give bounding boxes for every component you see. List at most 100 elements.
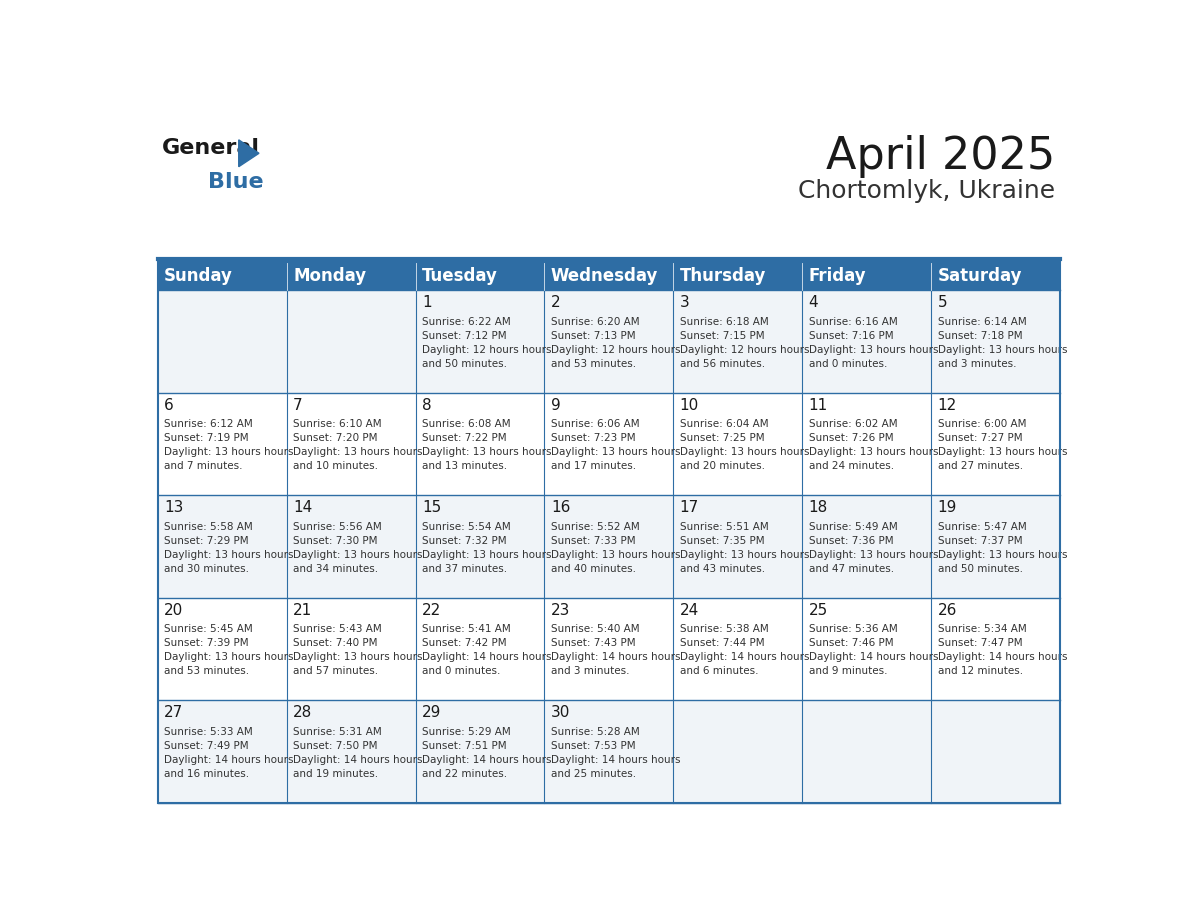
Text: Sunset: 7:18 PM: Sunset: 7:18 PM [937,330,1022,341]
Text: Sunrise: 6:16 AM: Sunrise: 6:16 AM [809,317,897,327]
FancyBboxPatch shape [544,598,674,700]
FancyBboxPatch shape [416,700,544,803]
FancyBboxPatch shape [286,700,416,803]
Text: Daylight: 14 hours hours: Daylight: 14 hours hours [809,653,939,662]
FancyBboxPatch shape [931,700,1060,803]
FancyBboxPatch shape [416,263,544,290]
Text: Daylight: 13 hours hours: Daylight: 13 hours hours [293,550,423,560]
Text: Sunrise: 5:54 AM: Sunrise: 5:54 AM [422,521,511,532]
Text: and 53 minutes.: and 53 minutes. [551,359,636,369]
FancyBboxPatch shape [158,263,286,290]
Text: Chortomlyk, Ukraine: Chortomlyk, Ukraine [798,179,1055,204]
Text: Daylight: 14 hours hours: Daylight: 14 hours hours [422,755,551,765]
Text: 30: 30 [551,705,570,721]
Text: Wednesday: Wednesday [551,267,658,285]
Text: Daylight: 13 hours hours: Daylight: 13 hours hours [937,447,1067,457]
FancyBboxPatch shape [416,496,544,598]
Text: 5: 5 [937,296,947,310]
Text: 21: 21 [293,603,312,618]
FancyBboxPatch shape [674,290,802,393]
Text: and 50 minutes.: and 50 minutes. [937,564,1023,574]
Text: and 27 minutes.: and 27 minutes. [937,462,1023,472]
Text: and 37 minutes.: and 37 minutes. [422,564,507,574]
Text: Sunset: 7:39 PM: Sunset: 7:39 PM [164,638,248,648]
Text: Sunset: 7:25 PM: Sunset: 7:25 PM [680,433,764,443]
Text: Daylight: 14 hours hours: Daylight: 14 hours hours [680,653,809,662]
Text: and 56 minutes.: and 56 minutes. [680,359,765,369]
FancyBboxPatch shape [158,496,286,598]
Text: 19: 19 [937,500,956,515]
Text: Sunset: 7:29 PM: Sunset: 7:29 PM [164,536,248,545]
Text: 20: 20 [164,603,183,618]
Text: Sunrise: 6:14 AM: Sunrise: 6:14 AM [937,317,1026,327]
FancyBboxPatch shape [416,598,544,700]
Text: 18: 18 [809,500,828,515]
Text: Daylight: 14 hours hours: Daylight: 14 hours hours [937,653,1067,662]
Text: and 57 minutes.: and 57 minutes. [293,666,378,677]
Text: Sunrise: 6:10 AM: Sunrise: 6:10 AM [293,419,381,429]
FancyBboxPatch shape [674,393,802,496]
Text: General: General [163,139,260,159]
Text: 27: 27 [164,705,183,721]
FancyBboxPatch shape [416,393,544,496]
Text: and 0 minutes.: and 0 minutes. [809,359,887,369]
Text: Sunset: 7:43 PM: Sunset: 7:43 PM [551,638,636,648]
Text: Sunrise: 5:29 AM: Sunrise: 5:29 AM [422,726,511,736]
FancyBboxPatch shape [931,598,1060,700]
Text: Daylight: 13 hours hours: Daylight: 13 hours hours [422,550,551,560]
Text: Sunset: 7:50 PM: Sunset: 7:50 PM [293,741,378,751]
Text: 1: 1 [422,296,431,310]
Text: Blue: Blue [208,173,264,193]
Text: 7: 7 [293,397,303,413]
FancyBboxPatch shape [286,290,416,393]
Text: Sunset: 7:40 PM: Sunset: 7:40 PM [293,638,378,648]
Text: Sunrise: 5:47 AM: Sunrise: 5:47 AM [937,521,1026,532]
Text: Sunset: 7:33 PM: Sunset: 7:33 PM [551,536,636,545]
Text: Sunrise: 5:51 AM: Sunrise: 5:51 AM [680,521,769,532]
Text: and 47 minutes.: and 47 minutes. [809,564,893,574]
Text: and 43 minutes.: and 43 minutes. [680,564,765,574]
FancyBboxPatch shape [674,598,802,700]
Text: and 20 minutes.: and 20 minutes. [680,462,765,472]
FancyBboxPatch shape [931,290,1060,393]
Text: 28: 28 [293,705,312,721]
Text: Tuesday: Tuesday [422,267,498,285]
Text: 13: 13 [164,500,183,515]
Text: and 12 minutes.: and 12 minutes. [937,666,1023,677]
FancyBboxPatch shape [158,598,286,700]
Text: Sunset: 7:26 PM: Sunset: 7:26 PM [809,433,893,443]
Text: Sunset: 7:23 PM: Sunset: 7:23 PM [551,433,636,443]
Text: Sunrise: 5:38 AM: Sunrise: 5:38 AM [680,624,769,634]
Text: Daylight: 13 hours hours: Daylight: 13 hours hours [422,447,551,457]
Text: 10: 10 [680,397,699,413]
FancyBboxPatch shape [286,263,416,290]
Text: 8: 8 [422,397,431,413]
FancyBboxPatch shape [544,290,674,393]
Text: Daylight: 13 hours hours: Daylight: 13 hours hours [809,550,939,560]
Text: 11: 11 [809,397,828,413]
FancyBboxPatch shape [802,290,931,393]
Text: Sunset: 7:19 PM: Sunset: 7:19 PM [164,433,248,443]
Text: 12: 12 [937,397,956,413]
FancyBboxPatch shape [931,393,1060,496]
Text: Sunday: Sunday [164,267,233,285]
Text: Daylight: 13 hours hours: Daylight: 13 hours hours [937,550,1067,560]
FancyBboxPatch shape [286,393,416,496]
Text: 3: 3 [680,296,689,310]
Text: Sunset: 7:27 PM: Sunset: 7:27 PM [937,433,1022,443]
Text: Sunrise: 5:34 AM: Sunrise: 5:34 AM [937,624,1026,634]
Text: Sunset: 7:47 PM: Sunset: 7:47 PM [937,638,1022,648]
Text: Daylight: 14 hours hours: Daylight: 14 hours hours [164,755,293,765]
Text: and 10 minutes.: and 10 minutes. [293,462,378,472]
Text: 25: 25 [809,603,828,618]
Text: Sunset: 7:16 PM: Sunset: 7:16 PM [809,330,893,341]
Text: April 2025: April 2025 [826,135,1055,178]
Text: and 13 minutes.: and 13 minutes. [422,462,507,472]
Text: Daylight: 12 hours hours: Daylight: 12 hours hours [422,345,551,355]
Text: and 22 minutes.: and 22 minutes. [422,769,507,779]
Text: 29: 29 [422,705,441,721]
FancyBboxPatch shape [158,290,286,393]
Text: Sunset: 7:51 PM: Sunset: 7:51 PM [422,741,506,751]
Polygon shape [239,140,259,167]
Text: Sunrise: 5:56 AM: Sunrise: 5:56 AM [293,521,381,532]
